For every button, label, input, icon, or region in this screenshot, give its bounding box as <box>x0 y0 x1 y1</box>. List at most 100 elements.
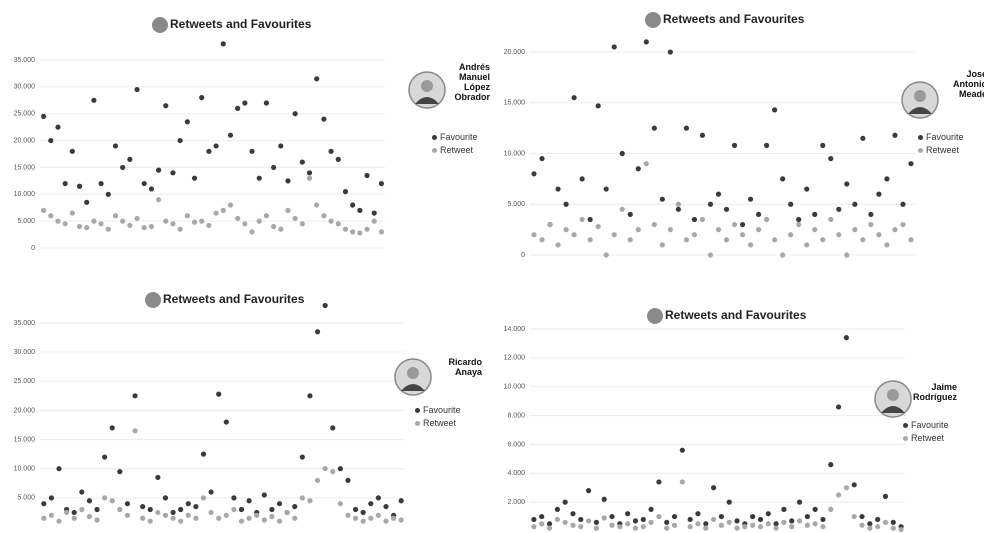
y-tick-label: 14.000 <box>504 326 526 333</box>
legend-marker <box>415 408 420 414</box>
point <box>398 498 404 504</box>
point <box>593 519 600 525</box>
point <box>364 226 370 232</box>
point <box>587 216 593 223</box>
point <box>563 227 569 233</box>
point <box>671 522 678 528</box>
point <box>675 206 681 212</box>
point <box>263 213 270 219</box>
y-tick-label: 25.000 <box>14 111 36 118</box>
point <box>876 232 882 238</box>
point <box>41 501 47 507</box>
point <box>585 488 592 494</box>
point <box>820 524 826 530</box>
y-tick-label: 20.000 <box>14 137 36 144</box>
point <box>199 218 205 224</box>
point <box>820 516 826 523</box>
point <box>579 176 585 182</box>
point <box>163 218 169 224</box>
point <box>306 175 313 181</box>
point <box>223 512 229 518</box>
point <box>772 237 778 243</box>
point <box>898 526 904 533</box>
point <box>102 454 108 460</box>
point <box>76 223 83 230</box>
point <box>330 425 336 431</box>
point <box>868 211 874 218</box>
point <box>828 216 834 223</box>
point <box>531 516 537 523</box>
point <box>40 207 47 214</box>
point <box>715 227 722 233</box>
legend-label: Retweet <box>911 433 945 443</box>
point <box>547 221 553 228</box>
point <box>91 218 97 224</box>
point <box>908 237 914 243</box>
avatar-body <box>401 384 425 391</box>
point <box>112 143 119 149</box>
point <box>335 221 341 227</box>
point <box>627 237 633 243</box>
point <box>127 156 133 162</box>
point <box>94 506 100 513</box>
point <box>595 223 601 230</box>
legend-item: Favourite <box>432 132 478 142</box>
point <box>844 252 850 258</box>
y-tick-label: 10.000 <box>14 466 36 473</box>
point <box>571 95 577 101</box>
point <box>611 232 617 238</box>
legend-marker <box>918 148 923 154</box>
point <box>124 501 131 507</box>
point <box>231 495 237 501</box>
legend-item: Favourite <box>903 420 949 430</box>
point <box>539 521 545 527</box>
point <box>707 201 714 207</box>
point <box>220 41 226 47</box>
y-tick-label: 10.000 <box>504 384 526 391</box>
point <box>890 525 896 531</box>
point <box>570 522 576 528</box>
point <box>375 495 381 501</box>
legend-item: Favourite <box>918 132 964 142</box>
point <box>170 515 176 521</box>
point <box>378 180 385 187</box>
point <box>55 124 61 130</box>
point <box>884 242 890 248</box>
point <box>595 103 601 109</box>
point <box>601 515 607 521</box>
point <box>892 132 898 138</box>
point <box>292 515 298 521</box>
title-icon <box>152 17 168 33</box>
point <box>718 522 725 528</box>
point <box>40 113 47 120</box>
y-tick-label: 5.000 <box>17 495 35 502</box>
point <box>664 525 670 531</box>
point <box>875 524 881 530</box>
point <box>155 197 162 203</box>
point <box>124 512 131 518</box>
point <box>285 178 291 184</box>
point <box>330 469 336 475</box>
point <box>41 515 47 521</box>
point <box>651 125 657 131</box>
point <box>200 451 207 457</box>
point <box>345 477 351 483</box>
point <box>314 202 320 208</box>
point <box>860 237 866 243</box>
point <box>875 516 881 523</box>
point <box>64 509 70 516</box>
point <box>299 159 305 165</box>
point <box>337 466 343 472</box>
y-tick-label: 0 <box>521 252 525 259</box>
point <box>117 469 123 475</box>
point <box>625 521 631 527</box>
point <box>820 142 826 149</box>
point <box>876 191 882 197</box>
point <box>213 210 219 216</box>
point <box>859 513 865 520</box>
point <box>109 498 115 504</box>
point <box>554 506 560 512</box>
point <box>56 518 62 524</box>
legend-marker <box>432 148 437 154</box>
point <box>284 509 290 516</box>
